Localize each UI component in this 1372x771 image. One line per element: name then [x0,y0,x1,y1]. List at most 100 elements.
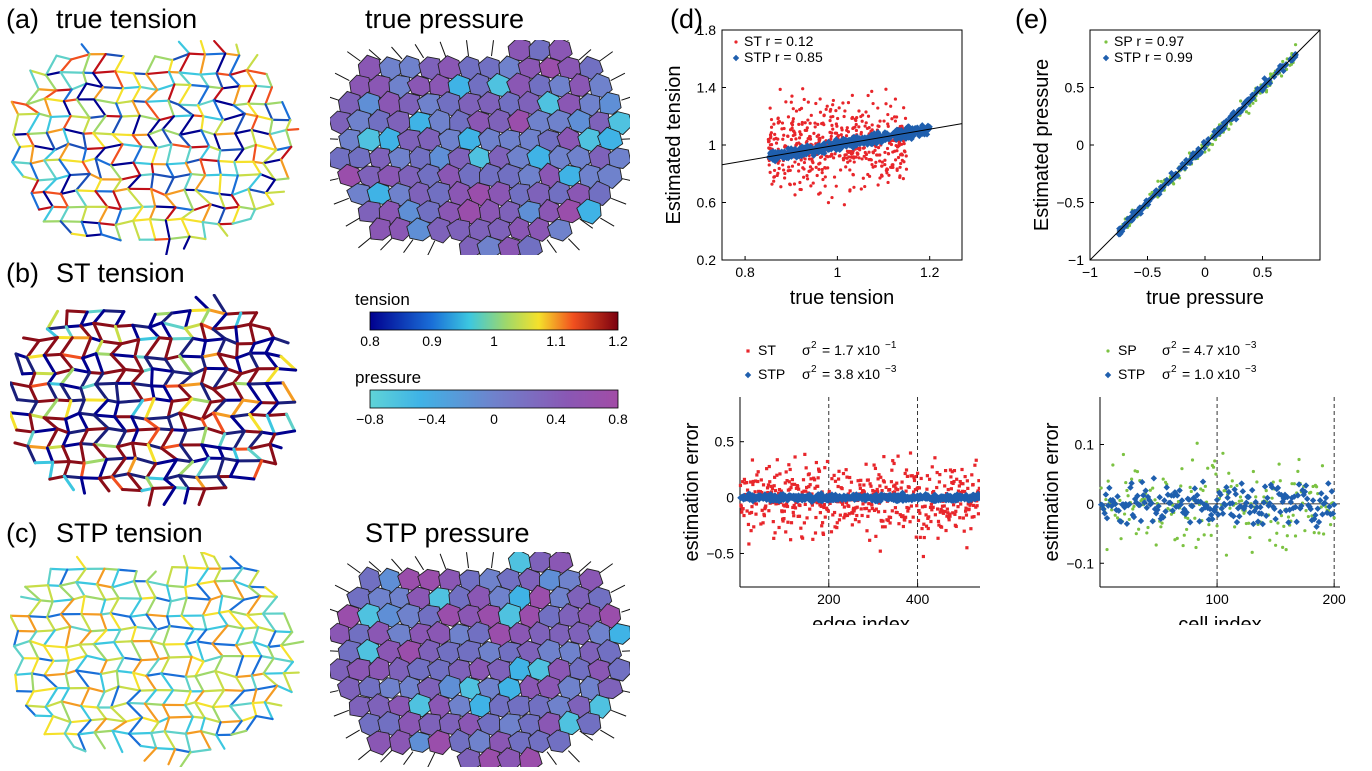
cell-edge [242,429,264,434]
st-point [861,146,866,150]
cell-edge [217,611,229,627]
cell-edge [75,98,91,119]
cell-edge [10,100,28,106]
cell-edge [130,415,147,421]
cell-edge [20,371,37,376]
boundary-line [600,217,615,227]
sp-point [1193,516,1197,520]
stp-point [1236,513,1243,520]
cell-edge [150,367,154,388]
st-point [792,514,796,518]
cell-edge [191,715,206,720]
stp-point [884,135,892,143]
stp-point [1329,510,1337,517]
stp-point [1285,519,1292,526]
st-point [784,530,788,534]
cell-edge [228,73,241,88]
cell-edge [80,612,92,633]
st-point [955,477,959,481]
sp-point [1196,537,1200,542]
x-tick-label: −1 [1082,264,1098,280]
cell-edge [95,583,107,601]
sp-point [1269,75,1273,79]
st-point [788,487,792,491]
stp-point [865,138,872,145]
cell-edge [235,351,252,360]
cell-edge [112,190,123,211]
st-point [812,131,816,135]
stp-point [1325,480,1332,487]
cell-edge [26,131,48,136]
cell-edge [45,127,65,134]
cell-edge [191,456,211,464]
st-point [880,174,884,178]
st-point [757,489,761,494]
st-point [854,122,858,127]
cell-edge [211,381,235,391]
st-point [928,505,933,510]
cell-edge [174,748,192,754]
cell-edge [79,428,90,446]
y-tick-label: 0.6 [697,195,717,211]
st-point [848,159,852,163]
sp-point [1316,491,1320,496]
st-point [789,137,793,142]
st-point [903,150,907,154]
cell-edge [248,401,263,416]
st-point [837,154,841,158]
boundary-line [330,690,339,693]
st-point [933,456,937,460]
cell-edge [201,220,207,241]
cell-edge [59,382,73,403]
st-point [793,506,798,510]
cell-edge [184,585,188,599]
cell-edge [184,675,197,678]
cell-edge [145,596,157,616]
cell-edge [31,427,59,434]
cell [596,163,623,190]
cell-edge [245,53,259,72]
cell-edge [94,339,104,356]
sp-point [1240,499,1244,503]
cell-edge [178,354,204,359]
st-point [930,508,934,512]
st-point [803,157,807,161]
st-point [740,510,744,514]
st-point [802,175,806,179]
cell-edge [127,716,144,735]
cell-edge [185,596,212,601]
st-point [804,489,808,493]
stp-point [1238,480,1245,487]
st-point [782,168,786,172]
cell-edge [75,172,91,192]
cell-edge [46,382,63,386]
sp-point [1169,512,1174,516]
cell-edge [279,644,295,663]
cell [538,568,564,591]
boundary-line [333,197,349,205]
legend-exp: −3 [1245,364,1257,375]
boundary-line [368,49,382,61]
cell-edge [114,208,123,227]
cell [467,621,492,645]
st-point [746,522,751,527]
st-point [760,490,764,495]
st-point [977,486,980,490]
cell-edge [79,476,87,495]
cell-edge [53,625,72,632]
st-point [752,501,756,505]
cell-edge [96,706,107,720]
st-point [899,486,903,490]
cell [589,694,612,719]
cell-edge [184,566,189,589]
st-point [775,473,779,477]
cell-edge [184,675,192,693]
cell-edge [154,205,177,209]
cell-edge [275,145,293,152]
cell-edge [282,660,295,675]
st-point [771,520,775,524]
st-point [864,121,868,125]
cell-edge [195,628,208,643]
cell [568,657,594,681]
cell-edge [131,99,147,103]
